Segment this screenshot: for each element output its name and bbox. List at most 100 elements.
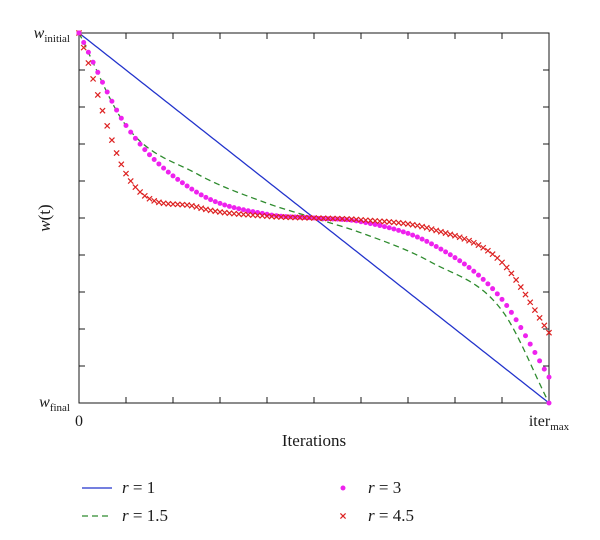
legend-label: r = 3 <box>368 478 401 497</box>
series-point <box>141 192 148 199</box>
legend-item: r = 1.5 <box>82 506 168 525</box>
series-point <box>536 314 543 321</box>
series-point <box>447 252 453 258</box>
series-line <box>78 32 550 404</box>
series-point <box>396 227 402 233</box>
legend-swatch <box>340 485 346 491</box>
series-point <box>184 202 191 209</box>
series-point <box>339 215 346 222</box>
series-point <box>386 225 392 231</box>
series-point <box>169 201 177 208</box>
series-point <box>95 69 101 75</box>
series-point <box>466 237 473 244</box>
series-point <box>109 98 115 104</box>
end-point <box>546 400 552 406</box>
series-point <box>179 180 185 186</box>
series-layer <box>75 29 553 406</box>
series-point <box>541 366 547 372</box>
series-point <box>108 137 115 144</box>
series-point <box>269 212 275 218</box>
series-point <box>409 221 416 228</box>
series-point <box>259 212 266 219</box>
series-point <box>546 374 552 380</box>
series-point <box>372 217 379 224</box>
series-point <box>104 122 111 129</box>
series-point <box>395 219 402 226</box>
y-tick-final: wfinal <box>39 394 70 414</box>
series-point <box>414 234 420 240</box>
series-point <box>400 229 406 235</box>
series-point <box>377 223 383 229</box>
series-point <box>188 202 195 209</box>
series-point <box>142 147 148 153</box>
series-point <box>94 91 101 98</box>
series-point <box>325 215 332 222</box>
series-point <box>249 212 256 219</box>
series-point <box>517 284 524 291</box>
series-point <box>391 226 397 232</box>
series-point <box>423 224 430 231</box>
series-point <box>160 200 167 207</box>
series-r-3 <box>76 30 552 380</box>
series-point <box>151 156 157 162</box>
series-point <box>476 272 481 278</box>
series-point <box>428 226 435 233</box>
series-point <box>410 232 416 238</box>
start-point <box>76 30 82 36</box>
series-point <box>90 59 96 65</box>
series-point <box>174 201 181 208</box>
legend-item: r = 4.5 <box>339 506 414 525</box>
x-axis-title: Iterations <box>282 431 346 450</box>
series-point <box>353 218 359 224</box>
series-point <box>424 238 430 244</box>
series-point <box>263 213 271 220</box>
series-point <box>442 230 449 237</box>
series-point <box>447 231 454 238</box>
series-point <box>151 197 158 204</box>
series-point <box>170 173 176 179</box>
series-point <box>127 178 134 185</box>
series-point <box>508 270 515 277</box>
series-point <box>212 208 219 215</box>
legend-label: r = 1 <box>122 478 155 497</box>
series-point <box>100 79 105 85</box>
series-point <box>537 358 543 364</box>
series-point <box>433 227 440 234</box>
series-point <box>198 192 204 198</box>
series-point <box>475 242 482 249</box>
series-point <box>494 291 500 297</box>
series-point <box>433 244 439 250</box>
series-point <box>405 230 411 236</box>
axis-ticks <box>79 33 549 403</box>
series-point <box>301 214 308 221</box>
series-point <box>80 44 87 51</box>
series-point <box>376 218 383 225</box>
series-r-4-5 <box>75 29 553 336</box>
series-point <box>99 107 106 114</box>
series-point <box>541 322 548 329</box>
series-point <box>480 276 486 282</box>
series-point <box>104 89 110 95</box>
series-point <box>123 123 129 128</box>
series-point <box>480 244 487 251</box>
series-point <box>508 309 514 315</box>
series-point <box>357 216 365 223</box>
series-point <box>137 141 143 147</box>
series-point <box>114 107 120 113</box>
series-point <box>194 189 199 195</box>
series-point <box>203 194 209 200</box>
series-point <box>490 286 496 292</box>
legend-label: r = 4.5 <box>368 506 414 525</box>
series-point <box>212 199 218 205</box>
series-point <box>320 215 327 222</box>
series-point <box>353 216 360 223</box>
series-point <box>362 217 369 224</box>
series-point <box>456 234 463 241</box>
series-point <box>165 200 172 207</box>
series-point <box>231 205 237 211</box>
series-point <box>216 208 224 216</box>
series-point <box>499 296 505 302</box>
series-point <box>207 207 214 214</box>
series-point <box>545 329 553 336</box>
